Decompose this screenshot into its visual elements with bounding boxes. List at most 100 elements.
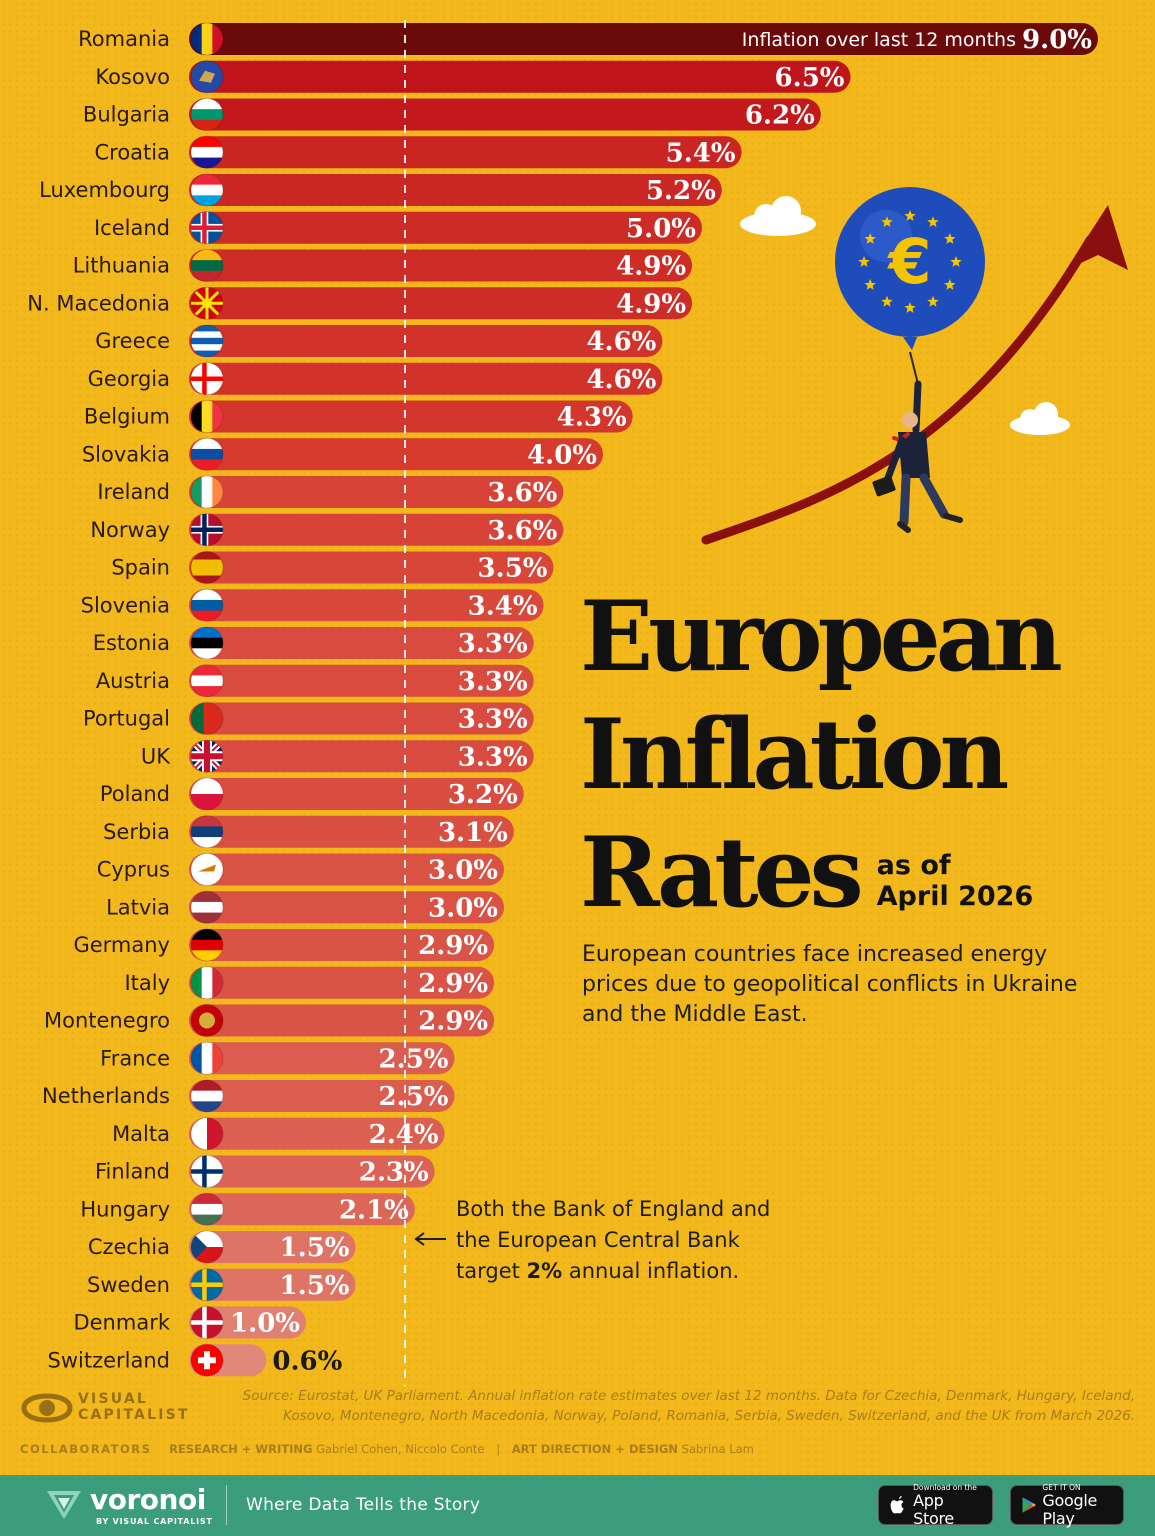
flag-romania-icon — [191, 23, 223, 55]
voronoi-logo-icon[interactable] — [44, 1483, 84, 1523]
category-label-lithuania: Lithuania — [73, 254, 170, 278]
bar-cyprus — [189, 853, 504, 886]
bars-layer — [189, 23, 1098, 1377]
value-label-switzerland: 0.6% — [272, 1346, 342, 1376]
google-play-big-text: Google Play — [1042, 1490, 1098, 1528]
category-label-portugal: Portugal — [83, 707, 170, 731]
category-label-finland: Finland — [95, 1160, 170, 1184]
value-label-greece: 4.6% — [586, 327, 656, 357]
flag-ring — [190, 60, 224, 94]
value-label-croatia: 5.4% — [666, 138, 736, 168]
flag-ring — [190, 853, 224, 886]
flag-latvia-icon — [191, 891, 223, 924]
flag-ring — [190, 475, 224, 509]
category-label-germany: Germany — [73, 933, 170, 957]
flag-ring — [190, 664, 224, 698]
title-line-3: Rates — [580, 816, 864, 929]
flag-ring — [190, 324, 224, 358]
value-label-hungary: 2.1% — [339, 1195, 409, 1225]
flags-layer — [190, 22, 224, 1377]
bar-estonia — [189, 627, 534, 659]
value-label-malta: 2.4% — [369, 1120, 439, 1150]
category-label-poland: Poland — [100, 782, 170, 806]
star-icon — [858, 256, 870, 267]
flag-italy-icon — [191, 966, 223, 999]
category-label-france: France — [100, 1046, 170, 1070]
value-label-slovakia: 4.0% — [527, 440, 597, 470]
value-label-belgium: 4.3% — [557, 403, 627, 433]
flag-belgium-icon — [191, 400, 223, 433]
category-label-ireland: Ireland — [97, 480, 170, 504]
subtitle-line-1: as of — [876, 850, 951, 881]
flag-ring — [190, 437, 224, 471]
bar-spain — [189, 551, 554, 584]
bar-italy — [189, 966, 495, 999]
flag-france-icon — [191, 1042, 223, 1075]
bar-uk — [189, 740, 534, 773]
category-label-greece: Greece — [95, 329, 170, 353]
star-icon — [904, 210, 916, 221]
logo-line-1: VISUAL — [78, 1391, 149, 1407]
annotation-text-after: annual inflation. — [562, 1259, 740, 1283]
flag-ring — [190, 966, 224, 1000]
flag-montenegro-icon — [191, 1004, 223, 1037]
value-label-sweden: 1.5% — [280, 1271, 350, 1301]
bar-luxembourg — [189, 174, 722, 206]
value-label-denmark: 1.0% — [230, 1309, 300, 1339]
footer-bar: voronoi BY VISUAL CAPITALIST Where Data … — [0, 1475, 1155, 1536]
logo-line-2: CAPITALIST — [78, 1407, 190, 1423]
flag-ring — [190, 928, 224, 962]
value-label-estonia: 3.3% — [458, 629, 528, 659]
flag-ring — [190, 1155, 224, 1188]
category-label-austria: Austria — [96, 669, 170, 693]
voronoi-byline: BY VISUAL CAPITALIST — [96, 1517, 213, 1526]
bar-kosovo — [189, 60, 851, 93]
category-label-czechia: Czechia — [88, 1235, 170, 1259]
star-icon — [864, 279, 876, 290]
app-store-button[interactable]: Download on the App Store — [878, 1483, 993, 1527]
flag-ring — [190, 400, 224, 433]
illustration: € — [701, 187, 1128, 545]
category-label-estonia: Estonia — [93, 631, 170, 655]
bar-sweden — [189, 1268, 356, 1301]
category-label-latvia: Latvia — [106, 895, 170, 919]
flag-ring — [190, 815, 224, 849]
flag-georgia-icon — [191, 362, 223, 395]
flag-spain-icon — [191, 551, 223, 584]
bar-malta — [189, 1117, 445, 1150]
balloon-string — [909, 351, 919, 385]
voronoi-wordmark[interactable]: voronoi — [90, 1483, 206, 1516]
flag-ring — [190, 22, 224, 56]
bar-norway — [189, 513, 564, 546]
first-bar-note: Inflation over last 12 months — [742, 29, 1016, 51]
flag-sweden-icon — [191, 1268, 223, 1301]
category-label-uk: UK — [141, 744, 171, 768]
value-label-finland: 2.3% — [359, 1158, 429, 1188]
bar-poland — [189, 778, 524, 810]
bar-slovenia — [189, 589, 544, 622]
google-play-button[interactable]: GET IT ON Google Play — [1010, 1483, 1124, 1528]
star-icon — [944, 279, 956, 290]
flag-ring — [190, 551, 224, 584]
bar-romania — [189, 23, 1098, 55]
flag-finland-icon — [191, 1155, 223, 1188]
bar-hungary — [189, 1193, 415, 1226]
title-line-1: European — [580, 580, 1063, 693]
category-label-georgia: Georgia — [88, 367, 170, 391]
value-label-uk: 3.3% — [458, 742, 528, 772]
bar-latvia — [189, 891, 504, 924]
flag-ring — [190, 362, 224, 396]
flag-germany-icon — [191, 929, 223, 961]
value-label-georgia: 4.6% — [586, 365, 656, 395]
eu-stars — [858, 210, 962, 313]
category-label-sweden: Sweden — [87, 1273, 170, 1297]
star-icon — [944, 233, 956, 244]
bar-georgia — [189, 362, 663, 395]
star-icon — [927, 216, 939, 227]
category-label-luxembourg: Luxembourg — [39, 178, 170, 202]
bar-austria — [189, 664, 534, 697]
bar-slovakia — [189, 438, 603, 471]
flag-netherlands-icon — [191, 1080, 223, 1112]
value-label-netherlands: 2.5% — [379, 1082, 449, 1112]
flag-ring — [190, 702, 224, 735]
